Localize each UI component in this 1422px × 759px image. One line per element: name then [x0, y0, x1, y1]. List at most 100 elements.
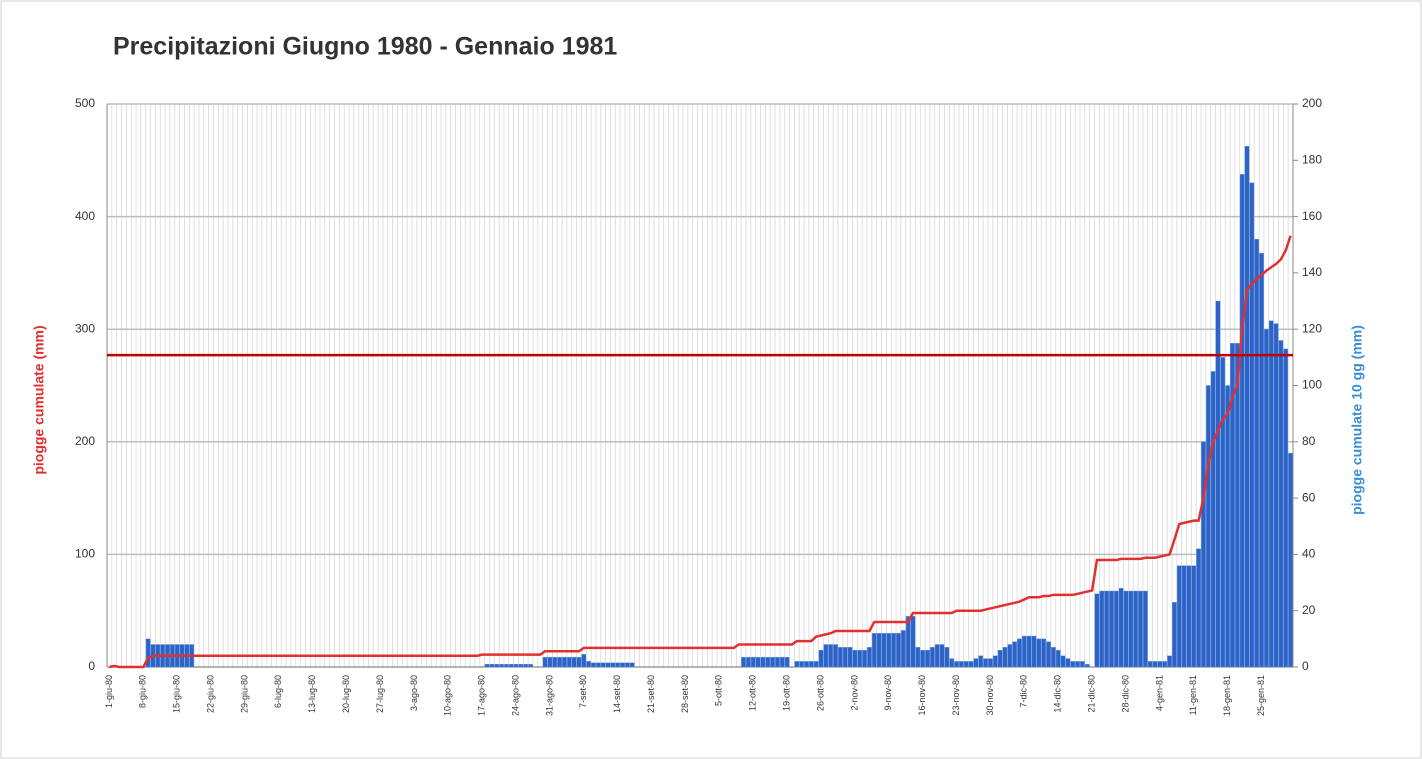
bar — [547, 656, 553, 668]
x-tick-label: 25-gen-81 — [1256, 675, 1266, 716]
bar — [910, 616, 916, 668]
x-tick-label: 1-giu-80 — [104, 675, 114, 708]
x-tick-label: 24-ago-80 — [510, 675, 520, 716]
bar — [828, 644, 834, 668]
bar — [1157, 661, 1163, 668]
y-axis-label: piogge cumulate (mm) — [31, 325, 47, 474]
bar — [1026, 635, 1032, 668]
x-tick-label: 14-set-80 — [612, 675, 622, 713]
bar — [1118, 587, 1124, 668]
bar — [1099, 590, 1105, 668]
bar — [779, 656, 785, 668]
bar — [571, 656, 577, 668]
bar — [1186, 565, 1192, 668]
x-tick-label: 29-giu-80 — [239, 675, 249, 713]
bar — [833, 644, 838, 668]
bar — [1046, 641, 1051, 668]
bar — [1002, 647, 1008, 668]
y2-tick-label: 60 — [1302, 490, 1316, 504]
x-tick-label: 2-nov-80 — [849, 675, 859, 711]
bar — [900, 630, 906, 668]
bar — [1123, 590, 1129, 668]
bar — [1254, 238, 1260, 668]
x-tick-label: 31-ago-80 — [544, 675, 554, 716]
bar — [513, 663, 519, 668]
x-tick-label: 28-set-80 — [680, 675, 690, 713]
bar — [1041, 638, 1047, 668]
bar — [881, 633, 887, 668]
bar — [915, 647, 921, 668]
bar — [775, 656, 780, 668]
bar — [1167, 655, 1172, 668]
bar — [610, 662, 616, 668]
y2-tick-label: 0 — [1302, 659, 1309, 673]
bar — [891, 633, 897, 668]
x-tick-label: 7-dic-80 — [1019, 675, 1029, 708]
bar — [1259, 252, 1264, 668]
bar — [944, 647, 950, 668]
y-tick-label: 100 — [75, 547, 95, 561]
bar — [566, 656, 572, 668]
bar — [1021, 635, 1027, 668]
bar — [794, 661, 800, 668]
x-tick-label: 21-dic-80 — [1086, 675, 1096, 713]
bar — [755, 656, 761, 668]
bar — [838, 647, 843, 668]
bar — [862, 649, 867, 668]
bar — [1138, 590, 1143, 668]
y-tick-label: 200 — [75, 434, 95, 448]
bar — [1201, 441, 1206, 668]
bar — [523, 663, 529, 668]
bar — [813, 661, 819, 668]
bar — [1109, 590, 1114, 668]
bar — [489, 663, 495, 668]
bar — [784, 656, 790, 668]
y2-tick-label: 120 — [1302, 321, 1322, 335]
x-tick-label: 17-ago-80 — [477, 675, 487, 716]
bar — [939, 644, 945, 668]
bar — [605, 662, 611, 668]
bar — [1104, 590, 1110, 668]
bar — [1283, 348, 1289, 668]
bar — [905, 616, 911, 668]
y2-tick-label: 180 — [1302, 152, 1322, 166]
bar — [595, 662, 601, 668]
y2-tick-label: 20 — [1302, 603, 1316, 617]
x-tick-label: 23-nov-80 — [951, 675, 961, 716]
x-tick-label: 12-ott-80 — [748, 675, 758, 711]
x-tick-label: 5-ott-80 — [714, 675, 724, 706]
bar — [1012, 641, 1018, 668]
bar — [857, 649, 863, 668]
chart-title: Precipitazioni Giugno 1980 - Gennaio 198… — [113, 33, 617, 61]
bar — [823, 644, 829, 668]
bar — [581, 654, 587, 668]
y2-tick-label: 40 — [1302, 547, 1316, 561]
x-tick-label: 22-giu-80 — [205, 675, 215, 713]
bar — [1133, 590, 1139, 668]
bar — [503, 663, 509, 668]
x-tick-label: 4-gen-81 — [1154, 675, 1164, 711]
y2-tick-label: 100 — [1302, 378, 1322, 392]
bar — [867, 647, 872, 668]
bar — [1128, 590, 1134, 668]
bar — [896, 633, 901, 668]
bar — [1162, 661, 1168, 668]
bar — [934, 644, 940, 668]
bar — [765, 656, 771, 668]
bar — [1065, 658, 1071, 668]
bar — [1084, 663, 1090, 668]
bar — [1080, 661, 1085, 668]
bar — [842, 647, 848, 668]
bar — [1075, 661, 1080, 668]
bar — [1196, 548, 1201, 668]
bar — [750, 656, 756, 668]
bar — [591, 662, 596, 668]
bar — [625, 662, 630, 668]
bar — [1225, 385, 1231, 668]
bar — [1249, 182, 1255, 668]
bar — [1273, 323, 1279, 668]
bar — [1234, 343, 1240, 668]
bar — [959, 661, 964, 668]
bar — [600, 662, 606, 668]
